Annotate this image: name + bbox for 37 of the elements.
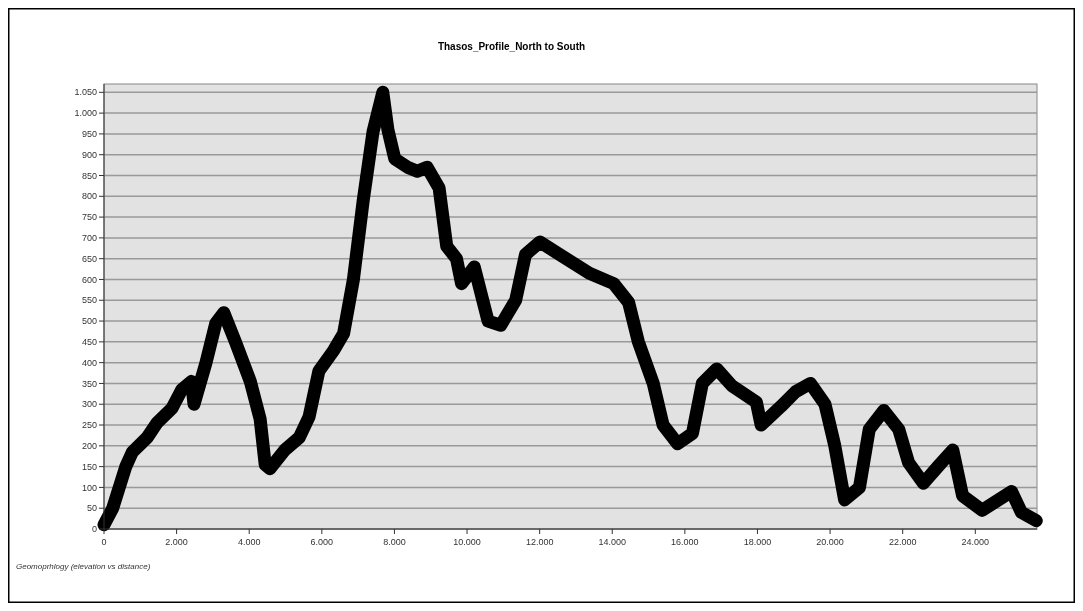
y-tick-label: 1.000 <box>74 108 97 119</box>
y-tick-label: 700 <box>81 233 97 244</box>
y-tick-label: 550 <box>81 295 97 306</box>
y-tick-label: 450 <box>81 337 97 347</box>
x-tick-label: 0 <box>101 537 107 547</box>
y-tick-label: 100 <box>81 482 97 493</box>
text: Geomoprhlogy (elevation vs distance) <box>16 562 151 571</box>
y-tick-label: 250 <box>81 420 97 431</box>
y-tick-label: 350 <box>81 378 97 389</box>
y-tick-label: 300 <box>81 399 97 410</box>
x-tick-label: 12.000 <box>525 537 554 547</box>
x-tick-label: 6.000 <box>310 537 334 547</box>
y-tick-label: 50 <box>86 503 97 514</box>
chart-title: Thasos_Profile_North to South <box>437 41 586 52</box>
x-tick-label: 2.000 <box>165 537 188 547</box>
y-tick-label: 200 <box>81 440 97 451</box>
y-tick-label: 400 <box>81 357 97 368</box>
y-tick-label: 900 <box>81 149 97 160</box>
x-tick-label: 22.000 <box>888 537 917 547</box>
x-tick-label: 10.000 <box>453 537 481 547</box>
x-tick-label: 8.000 <box>383 537 406 547</box>
x-tick-label: 4.000 <box>237 537 261 547</box>
y-tick-label: 500 <box>81 316 97 327</box>
y-tick-label: 0 <box>91 524 97 535</box>
y-tick-label: 950 <box>81 129 97 140</box>
y-tick-label: 150 <box>81 461 97 472</box>
y-tick-label: 850 <box>81 170 97 181</box>
x-tick-label: 18.000 <box>743 537 772 547</box>
x-tick-label: 14.000 <box>598 537 627 547</box>
x-tick-label: 24.000 <box>961 537 990 547</box>
y-tick-label: 1.050 <box>74 87 97 98</box>
x-tick-label: 16.000 <box>671 537 699 547</box>
x-tick-label: 20.000 <box>816 537 844 547</box>
y-tick-label: 750 <box>81 212 97 223</box>
y-tick-label: 800 <box>81 191 97 202</box>
y-tick-label: 650 <box>81 253 97 264</box>
y-tick-label: 600 <box>81 274 97 285</box>
